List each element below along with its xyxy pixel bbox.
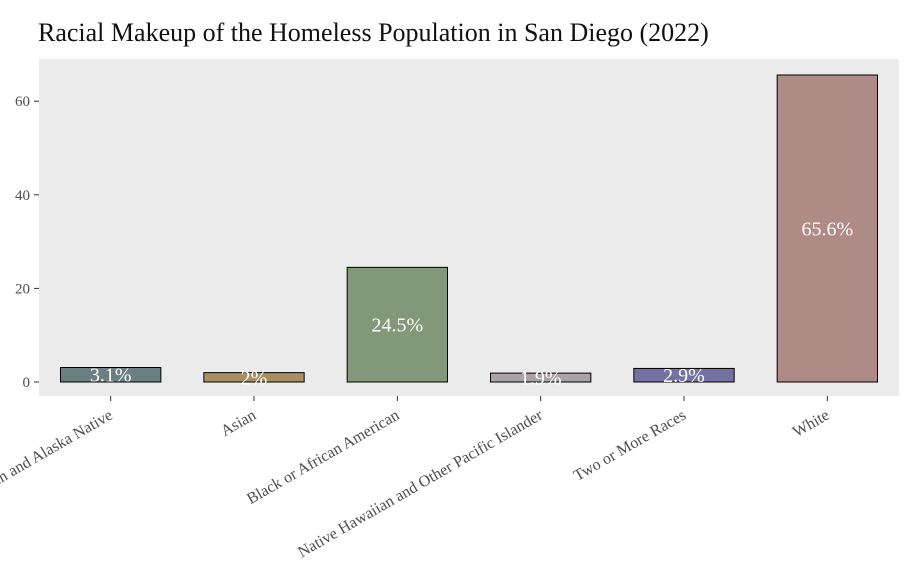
bar: [490, 372, 592, 383]
x-category-label: White: [790, 407, 832, 441]
y-tick-label: 0: [23, 375, 31, 391]
y-tick-label: 20: [15, 281, 30, 297]
x-category-label: Native Hawaiian and Other Pacific Island…: [295, 406, 546, 561]
bar: [203, 372, 305, 383]
bar: [633, 367, 735, 383]
data-label: 1.9%: [520, 368, 562, 390]
bar: [60, 366, 162, 383]
bar: [346, 266, 448, 383]
bar: [776, 74, 879, 383]
y-axis: 0 20 40 60: [15, 94, 39, 391]
x-category-label: Black or African American: [244, 407, 402, 508]
x-category-label: American Indian and Alaska Native: [0, 407, 116, 536]
y-tick-label: 60: [15, 94, 30, 110]
data-label: 24.5%: [371, 315, 423, 337]
data-label: 2.9%: [663, 365, 705, 387]
x-category-label: Two or More Races: [571, 407, 689, 485]
bars: 3.1% 2% 24.5% 1.9% 2.9% 65.6%: [60, 74, 879, 390]
plot-panel: [39, 59, 899, 396]
chart-title: Racial Makeup of the Homeless Population…: [38, 18, 709, 47]
data-label: 2%: [241, 367, 268, 389]
x-axis: American Indian and Alaska Native AsianBl…: [0, 396, 832, 561]
data-label: 3.1%: [90, 365, 132, 387]
data-label: 65.6%: [801, 219, 853, 241]
x-category-label: Asian: [218, 407, 259, 440]
y-tick-label: 40: [15, 188, 30, 204]
